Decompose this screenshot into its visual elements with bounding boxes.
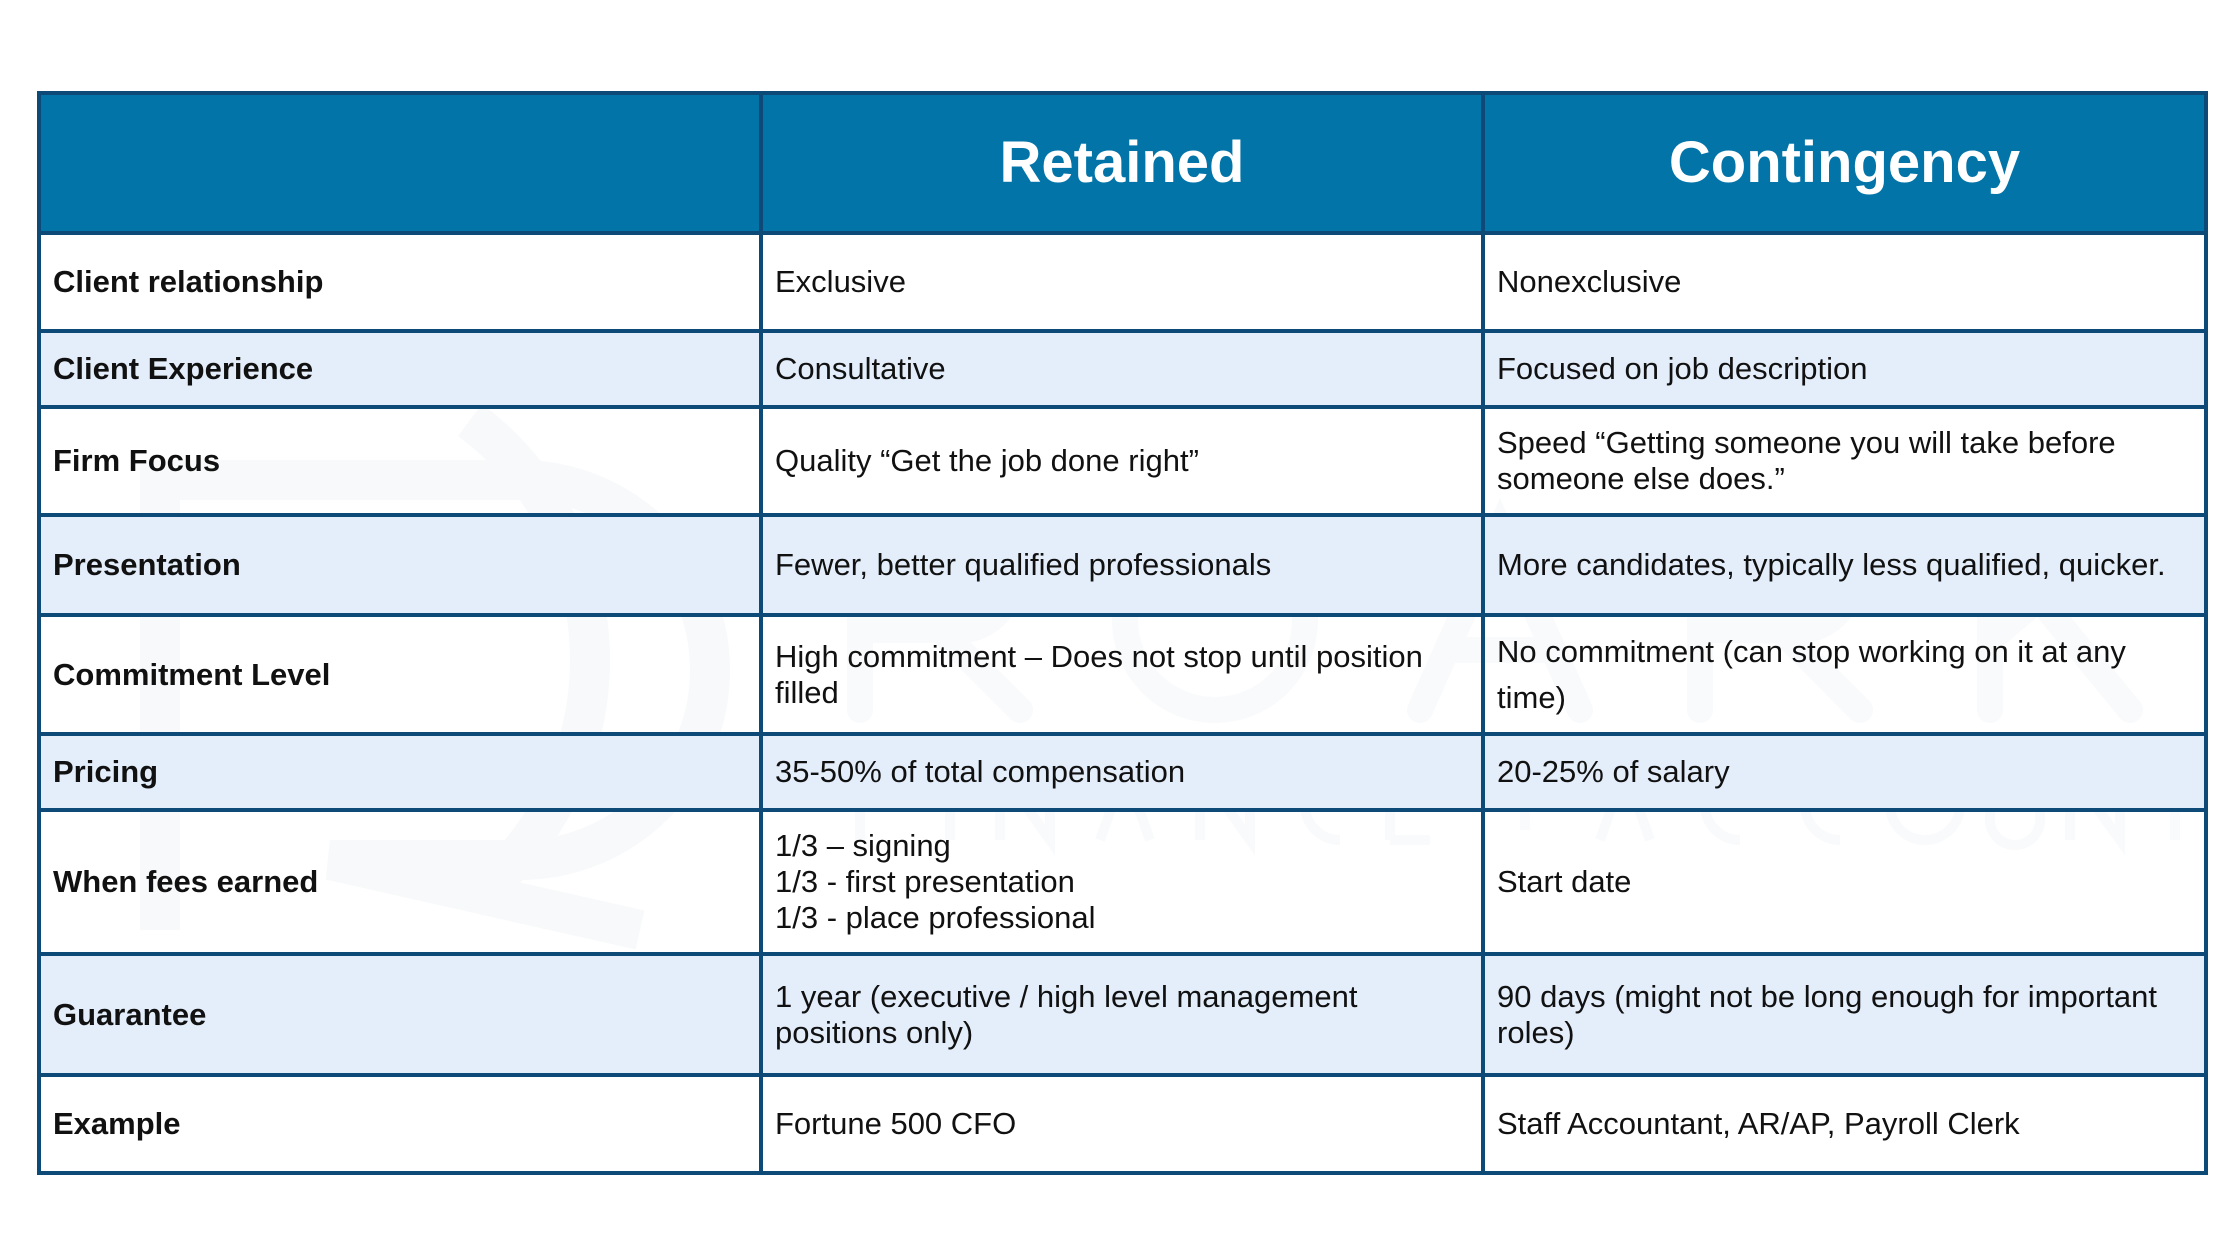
row-label: Pricing [37, 732, 763, 812]
fee-line: 1/3 - first presentation [775, 864, 1075, 899]
row-label: When fees earned [37, 808, 763, 956]
retained-cell: 1/3 – signing 1/3 - first presentation 1… [759, 808, 1485, 956]
header-row: Retained Contingency [37, 91, 2208, 235]
table-row: Client Experience Consultative Focused o… [37, 329, 2208, 409]
header-contingency: Contingency [1481, 91, 2208, 235]
retained-cell: 1 year (executive / high level managemen… [759, 952, 1485, 1077]
contingency-cell: Staff Accountant, AR/AP, Payroll Clerk [1481, 1073, 2208, 1175]
fee-line: 1/3 - place professional [775, 900, 1096, 935]
table-row: Presentation Fewer, better qualified pro… [37, 513, 2208, 617]
retained-cell: Consultative [759, 329, 1485, 409]
table-row: Firm Focus Quality “Get the job done rig… [37, 405, 2208, 517]
table-row: Client relationship Exclusive Nonexclusi… [37, 231, 2208, 333]
contingency-cell: Start date [1481, 808, 2208, 956]
table-row: When fees earned 1/3 – signing 1/3 - fir… [37, 808, 2208, 956]
retained-cell: Fewer, better qualified professionals [759, 513, 1485, 617]
table-row: Commitment Level High commitment – Does … [37, 613, 2208, 736]
contingency-cell: More candidates, typically less qualifie… [1481, 513, 2208, 617]
table-row: Guarantee 1 year (executive / high level… [37, 952, 2208, 1077]
retained-cell: Quality “Get the job done right” [759, 405, 1485, 517]
row-label: Guarantee [37, 952, 763, 1077]
fee-line: 1/3 – signing [775, 828, 951, 863]
contingency-cell: No commitment (can stop working on it at… [1481, 613, 2208, 736]
contingency-cell: Nonexclusive [1481, 231, 2208, 333]
table-row: Pricing 35-50% of total compensation 20-… [37, 732, 2208, 812]
row-label: Firm Focus [37, 405, 763, 517]
contingency-cell: 90 days (might not be long enough for im… [1481, 952, 2208, 1077]
row-label: Presentation [37, 513, 763, 617]
header-empty [37, 91, 763, 235]
table-row: Example Fortune 500 CFO Staff Accountant… [37, 1073, 2208, 1175]
contingency-cell: Focused on job description [1481, 329, 2208, 409]
retained-cell: Fortune 500 CFO [759, 1073, 1485, 1175]
retained-cell: 35-50% of total compensation [759, 732, 1485, 812]
row-label: Example [37, 1073, 763, 1175]
row-label: Commitment Level [37, 613, 763, 736]
retained-cell: High commitment – Does not stop until po… [759, 613, 1485, 736]
row-label: Client relationship [37, 231, 763, 333]
comparison-table: Retained Contingency Client relationship… [37, 91, 2208, 1175]
contingency-cell: Speed “Getting someone you will take bef… [1481, 405, 2208, 517]
header-retained: Retained [759, 91, 1485, 235]
contingency-cell: 20-25% of salary [1481, 732, 2208, 812]
retained-cell: Exclusive [759, 231, 1485, 333]
row-label: Client Experience [37, 329, 763, 409]
